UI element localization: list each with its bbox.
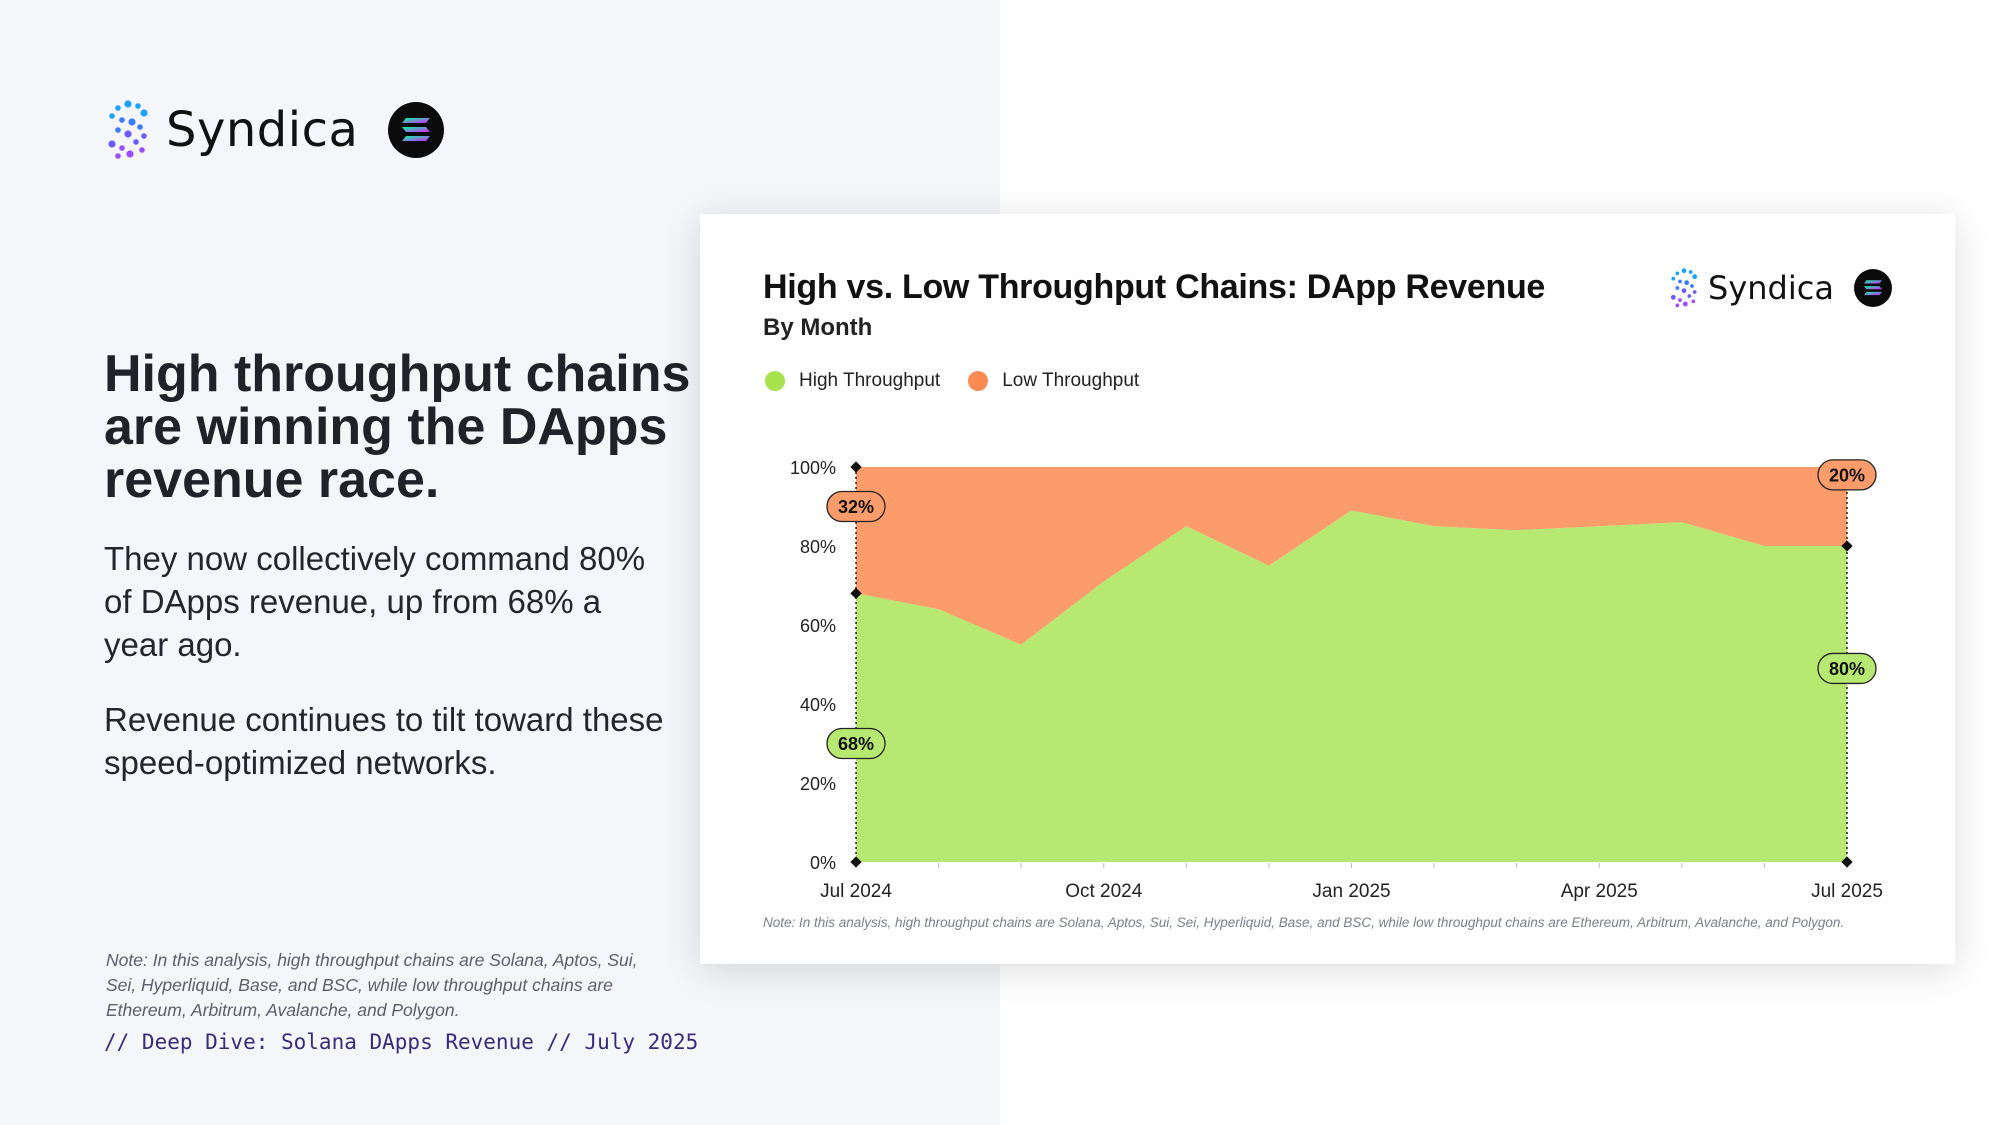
chart-legend: High Throughput Low Throughput: [765, 370, 1167, 392]
annotation-pill: [1817, 652, 1877, 685]
brand-name: Syndica: [1708, 269, 1834, 307]
brand-header: Syndica: [104, 100, 445, 160]
brand-name: Syndica: [166, 102, 359, 158]
series-area-low-throughput: [856, 467, 1847, 645]
annotation-label: 68%: [838, 734, 874, 754]
annotation-pill: [1817, 459, 1877, 491]
guide-marker: [850, 587, 862, 600]
chart-title: High vs. Low Throughput Chains: DApp Rev…: [763, 268, 1546, 306]
guide-marker: [1841, 856, 1853, 868]
syndica-logo-icon: [1670, 268, 1698, 308]
legend-item-high: High Throughput: [765, 370, 940, 392]
y-tick-label: 20%: [800, 774, 836, 794]
y-tick-label: 80%: [800, 537, 836, 557]
chart-card: High vs. Low Throughput Chains: DApp Rev…: [700, 214, 1955, 964]
y-tick-label: 60%: [800, 616, 836, 636]
legend-label: High Throughput: [799, 370, 941, 391]
y-tick-label: 0%: [810, 853, 836, 873]
body-paragraph: They now collectively command 80% of DAp…: [104, 540, 646, 663]
series-area-high-throughput: [856, 510, 1847, 862]
chart-subtitle: By Month: [763, 314, 873, 341]
x-tick-label: Apr 2025: [1561, 881, 1638, 902]
annotation-label: 20%: [1829, 465, 1865, 485]
solana-logo-icon: [388, 102, 445, 158]
guide-marker: [850, 856, 862, 868]
legend-swatch: [765, 371, 785, 391]
annotation-pill: [826, 727, 886, 760]
annotation-pill: [826, 490, 886, 523]
page-headline: High throughput chains are winning the D…: [104, 345, 691, 509]
legend-label: Low Throughput: [1002, 370, 1140, 391]
syndica-logo-icon: [108, 100, 148, 159]
solana-logo-icon: [1853, 269, 1892, 307]
footer-tag: // Deep Dive: Solana DApps Revenue // Ju…: [104, 1030, 699, 1054]
x-tick-label: Jul 2024: [820, 881, 892, 902]
y-tick-label: 100%: [790, 458, 836, 478]
y-tick-label: 40%: [800, 695, 836, 715]
x-tick-label: Oct 2024: [1065, 881, 1143, 902]
x-tick-label: Jan 2025: [1312, 881, 1390, 902]
footnote: Note: In this analysis, high throughput …: [106, 950, 638, 1020]
x-tick-label: Jul 2025: [1811, 881, 1883, 902]
card-brand: Syndica: [1668, 268, 1892, 308]
guide-marker: [1841, 540, 1853, 552]
chart-note: Note: In this analysis, high throughput …: [763, 915, 1845, 930]
area-chart: 0% 20% 40% 60% 80% 100% Jul 2024 Oct 2024 Jan 20…: [790, 458, 1883, 902]
body-paragraph: Revenue continues to tilt toward these s…: [104, 701, 664, 781]
guide-marker: [850, 461, 862, 473]
annotation-label: 80%: [1829, 659, 1865, 679]
legend-item-low: Low Throughput: [968, 370, 1139, 392]
legend-swatch: [968, 371, 989, 391]
annotation-label: 32%: [838, 497, 874, 517]
